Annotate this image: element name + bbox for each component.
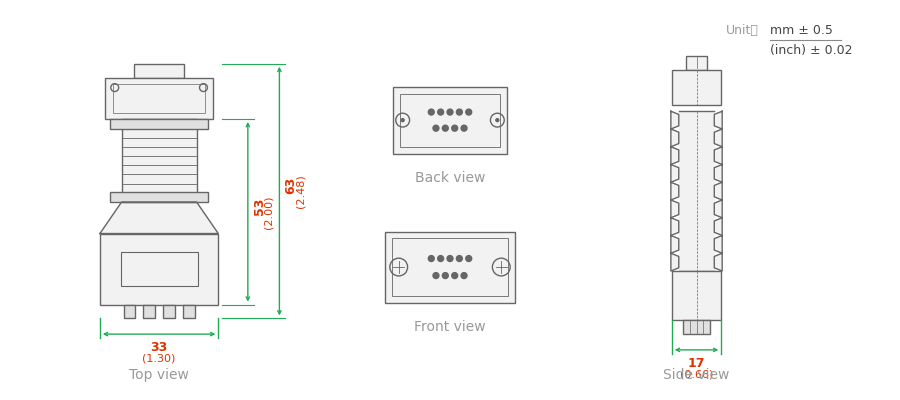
Circle shape bbox=[428, 256, 434, 262]
Text: 53: 53 bbox=[253, 197, 266, 215]
Polygon shape bbox=[670, 111, 679, 129]
Polygon shape bbox=[100, 202, 219, 234]
Bar bbox=[400, 94, 500, 147]
Polygon shape bbox=[715, 253, 722, 271]
Circle shape bbox=[443, 125, 448, 131]
Bar bbox=[110, 119, 209, 129]
Bar bbox=[100, 234, 219, 304]
Circle shape bbox=[456, 256, 463, 262]
Bar bbox=[672, 271, 721, 320]
Text: 33: 33 bbox=[150, 341, 167, 354]
Polygon shape bbox=[670, 182, 679, 200]
Bar bbox=[672, 70, 721, 105]
Text: (0.66): (0.66) bbox=[680, 370, 713, 380]
Polygon shape bbox=[715, 200, 722, 218]
Circle shape bbox=[447, 109, 453, 115]
Circle shape bbox=[443, 273, 448, 278]
Bar bbox=[163, 304, 175, 318]
Bar bbox=[110, 192, 209, 202]
Text: 17: 17 bbox=[688, 357, 706, 370]
Bar bbox=[385, 232, 515, 302]
Circle shape bbox=[401, 119, 404, 122]
Bar bbox=[112, 84, 205, 113]
Circle shape bbox=[447, 256, 453, 262]
Polygon shape bbox=[715, 182, 722, 200]
Polygon shape bbox=[715, 129, 722, 147]
Bar bbox=[122, 119, 196, 202]
Circle shape bbox=[461, 125, 467, 131]
Bar bbox=[686, 56, 707, 70]
Bar bbox=[392, 86, 508, 154]
Bar bbox=[683, 320, 710, 334]
Text: (1.30): (1.30) bbox=[142, 354, 176, 364]
Circle shape bbox=[456, 109, 463, 115]
Circle shape bbox=[433, 273, 439, 278]
Text: Front view: Front view bbox=[414, 320, 486, 334]
Bar bbox=[121, 252, 198, 286]
Polygon shape bbox=[670, 164, 679, 182]
Bar bbox=[134, 64, 184, 78]
Polygon shape bbox=[670, 129, 679, 147]
Polygon shape bbox=[715, 111, 722, 129]
Polygon shape bbox=[715, 147, 722, 164]
Polygon shape bbox=[679, 111, 715, 271]
Circle shape bbox=[496, 119, 499, 122]
Polygon shape bbox=[670, 147, 679, 164]
Text: Back view: Back view bbox=[415, 172, 485, 186]
Text: (inch) ± 0.02: (inch) ± 0.02 bbox=[770, 44, 853, 57]
Polygon shape bbox=[670, 218, 679, 236]
Bar bbox=[123, 304, 135, 318]
Circle shape bbox=[452, 125, 457, 131]
Text: Top view: Top view bbox=[130, 368, 189, 382]
Circle shape bbox=[466, 109, 472, 115]
Polygon shape bbox=[670, 200, 679, 218]
Bar bbox=[105, 78, 213, 119]
Polygon shape bbox=[670, 253, 679, 271]
Bar bbox=[392, 238, 508, 296]
Polygon shape bbox=[715, 164, 722, 182]
Text: (2.48): (2.48) bbox=[295, 174, 305, 208]
Polygon shape bbox=[715, 236, 722, 253]
Text: (2.00): (2.00) bbox=[264, 195, 274, 228]
Text: mm ± 0.5: mm ± 0.5 bbox=[770, 24, 833, 38]
Circle shape bbox=[437, 109, 444, 115]
Polygon shape bbox=[670, 236, 679, 253]
Circle shape bbox=[461, 273, 467, 278]
Bar bbox=[183, 304, 194, 318]
Text: Unit：: Unit： bbox=[726, 24, 759, 38]
Circle shape bbox=[452, 273, 457, 278]
Text: Side view: Side view bbox=[663, 368, 730, 382]
Text: 63: 63 bbox=[284, 176, 297, 194]
Circle shape bbox=[437, 256, 444, 262]
Circle shape bbox=[433, 125, 439, 131]
Circle shape bbox=[428, 109, 434, 115]
Polygon shape bbox=[715, 218, 722, 236]
Circle shape bbox=[466, 256, 472, 262]
Bar bbox=[143, 304, 155, 318]
